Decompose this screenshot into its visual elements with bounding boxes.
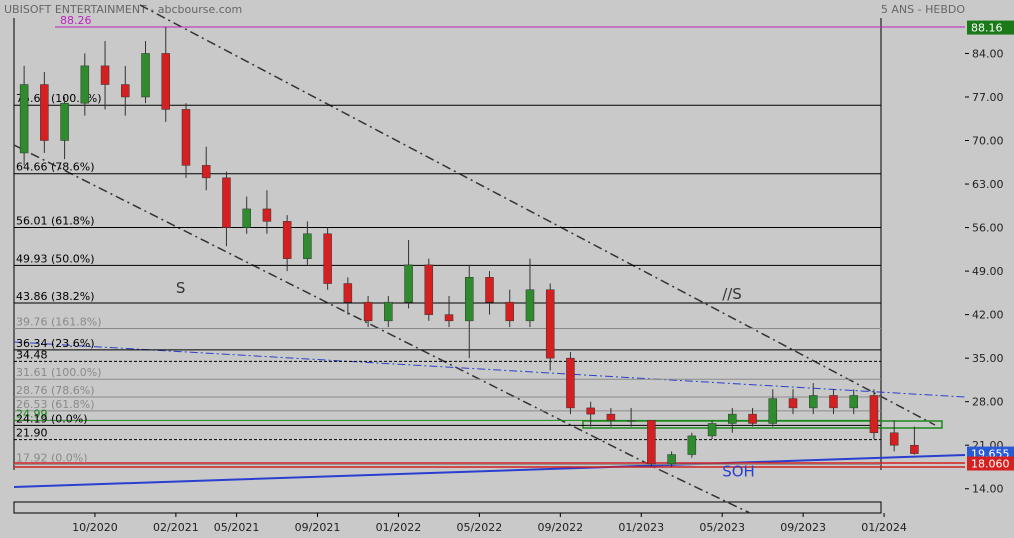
x-tick-label: 02/2021	[153, 521, 199, 534]
candle-body	[586, 407, 595, 415]
x-tick-label: 09/2023	[780, 521, 826, 534]
candle-body	[363, 301, 373, 322]
level-label: 17.92 (0.0%)	[16, 451, 88, 464]
candle-body	[545, 289, 555, 359]
price-tag-label: 18.060	[971, 458, 1010, 471]
candle-body	[282, 221, 292, 259]
y-tick-label: 35.00	[972, 352, 1004, 365]
candle-body	[181, 109, 191, 166]
candle-body	[748, 413, 757, 424]
price-tag-label: 88.16	[971, 22, 1003, 35]
candle-body	[444, 314, 454, 322]
support-line	[13, 454, 966, 488]
y-tick-label: 77.00	[972, 91, 1004, 104]
level-label: 39.76 (161.8%)	[16, 316, 102, 329]
annotation: //S	[722, 285, 742, 303]
y-tick-label: 49.00	[972, 265, 1004, 278]
candle-body	[829, 395, 838, 409]
candle-body	[201, 165, 211, 179]
candle-body	[323, 233, 332, 284]
x-tick-label: 01/2022	[376, 521, 422, 534]
level-label: 24.99	[16, 407, 48, 420]
level-label: 64.66 (78.6%)	[16, 161, 95, 174]
level-label: 34.48	[16, 348, 48, 361]
y-tick-label: 56.00	[972, 222, 1004, 235]
level-label: 28.76 (78.6%)	[16, 384, 95, 397]
candle-body	[384, 301, 393, 322]
chart-subtitle: 5 ANS - HEBDO	[881, 3, 965, 16]
price-tag	[967, 20, 1014, 35]
x-tick-label: 05/2021	[214, 521, 260, 534]
candle-body	[889, 432, 899, 446]
x-tick-label: 09/2022	[537, 521, 583, 534]
candle-body	[808, 395, 818, 409]
candle-body	[869, 395, 879, 434]
y-tick-label: 28.00	[972, 396, 1004, 409]
x-tick-label: 05/2022	[457, 521, 503, 534]
channel-lower	[13, 144, 661, 471]
level-label: 26.53 (61.8%)	[16, 398, 95, 411]
candle-body	[80, 65, 90, 104]
y-tick-label: 14.00	[972, 483, 1004, 496]
candle-body	[707, 423, 717, 437]
resistance-line	[13, 341, 966, 398]
level-label: 31.61 (100.0%)	[16, 366, 102, 379]
zone	[582, 420, 943, 429]
candle-body	[161, 53, 171, 110]
candle-body	[465, 277, 474, 322]
candle-body	[121, 84, 130, 98]
x-tick-label: 01/2024	[861, 521, 907, 534]
level-label: 56.01 (61.8%)	[16, 215, 95, 228]
level-label: 24.19 (0.0%)	[16, 412, 88, 425]
level-label: 21.90	[16, 427, 48, 440]
x-tick-label: 01/2023	[618, 521, 664, 534]
y-tick-label: 63.00	[972, 178, 1004, 191]
candle-body	[687, 435, 697, 455]
annotation: S	[176, 279, 186, 297]
candle-body	[40, 84, 49, 141]
candle-body	[849, 395, 858, 409]
candle-body	[728, 413, 737, 424]
candle-body	[485, 277, 494, 303]
y-tick-label: 84.00	[972, 47, 1004, 60]
candle-body	[910, 444, 919, 454]
level-label: 88.26	[60, 14, 92, 27]
level-label: 75.67 (100.0%)	[16, 92, 102, 105]
candle-body	[667, 454, 676, 465]
candle-body	[606, 413, 616, 421]
candle-body	[788, 398, 798, 409]
candle-body	[242, 208, 251, 228]
channel-upper	[139, 4, 936, 426]
chart-title: UBISOFT ENTERTAINMENT - abcbourse.com	[4, 3, 242, 16]
candle-body	[262, 208, 272, 222]
annotation: SOH	[722, 462, 755, 480]
candle-body	[505, 301, 514, 322]
candle-body	[222, 177, 231, 228]
candle-body	[303, 233, 312, 259]
level-label: 36.34 (23.6%)	[16, 337, 95, 350]
x-tick-label: 10/2020	[72, 521, 118, 534]
y-tick-label: 70.00	[972, 135, 1004, 148]
candle-body	[566, 357, 575, 409]
candle-body	[100, 65, 110, 85]
candle-body	[343, 283, 353, 303]
volume-panel	[13, 501, 882, 514]
level-label: 49.93 (50.0%)	[16, 252, 95, 265]
channel-lower-ext	[659, 469, 751, 514]
candle-body	[60, 102, 69, 141]
candle-body	[768, 398, 778, 424]
x-tick-label: 09/2021	[295, 521, 341, 534]
candle-body	[19, 84, 29, 154]
level-label: 43.86 (38.2%)	[16, 290, 95, 303]
candle-body	[626, 420, 636, 422]
candle-body	[424, 264, 434, 315]
candle-body	[647, 420, 656, 465]
candle-body	[404, 264, 413, 303]
candle-body	[141, 53, 150, 98]
y-tick-label: 42.00	[972, 309, 1004, 322]
price-tag	[967, 456, 1014, 471]
candle-body	[525, 289, 535, 322]
x-tick-label: 05/2023	[699, 521, 745, 534]
